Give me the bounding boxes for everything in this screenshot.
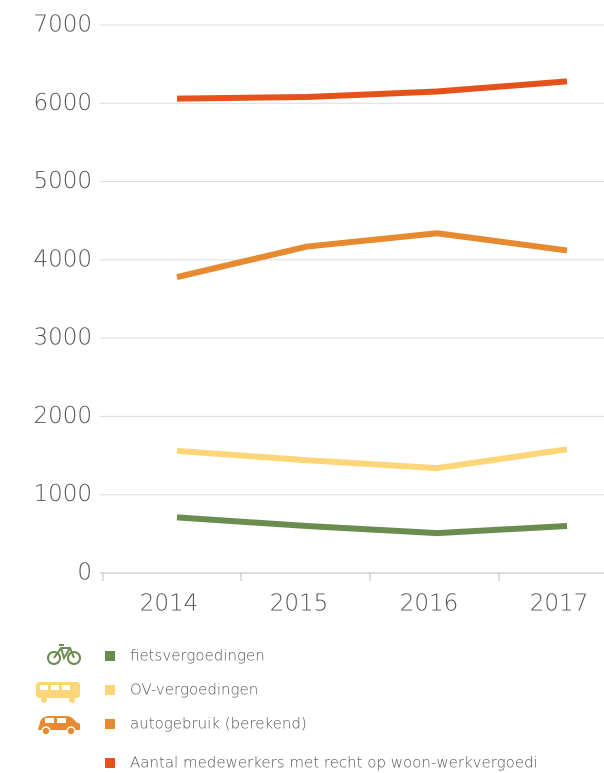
- legend-swatch: [105, 651, 115, 661]
- line: [176, 230, 568, 281]
- y-tick-label: 5000: [33, 168, 92, 194]
- y-tick-label: 2000: [33, 403, 92, 429]
- legend-swatch: [105, 719, 115, 729]
- y-tick-label: 4000: [33, 246, 92, 272]
- x-tick-label: 2017: [530, 591, 589, 617]
- y-tick-label: 0: [77, 560, 92, 586]
- y-tick-label: 1000: [33, 481, 92, 507]
- legend-label: OV-vergoedingen: [130, 681, 258, 699]
- x-tick-label: 2016: [400, 591, 459, 617]
- bus-icon: [36, 682, 80, 703]
- line: [176, 78, 568, 102]
- legend-label: fietsvergoedingen: [130, 647, 265, 665]
- line: [176, 446, 568, 472]
- bike-icon: [47, 644, 81, 665]
- y-tick-label: 3000: [33, 325, 92, 351]
- x-tick-label: 2015: [270, 591, 329, 617]
- legend-swatch: [105, 758, 115, 768]
- car-icon: [38, 716, 80, 736]
- y-tick-label: 6000: [33, 90, 92, 116]
- legend-swatch: [105, 685, 115, 695]
- y-tick-label: 7000: [33, 12, 92, 38]
- legend-icons: [36, 644, 81, 736]
- legend-label: autogebruik (berekend): [130, 715, 307, 733]
- x-tick-label: 2014: [140, 591, 199, 617]
- legend-label: Aantal medewerkers met recht op woon-wer…: [130, 754, 538, 772]
- line: [176, 514, 568, 537]
